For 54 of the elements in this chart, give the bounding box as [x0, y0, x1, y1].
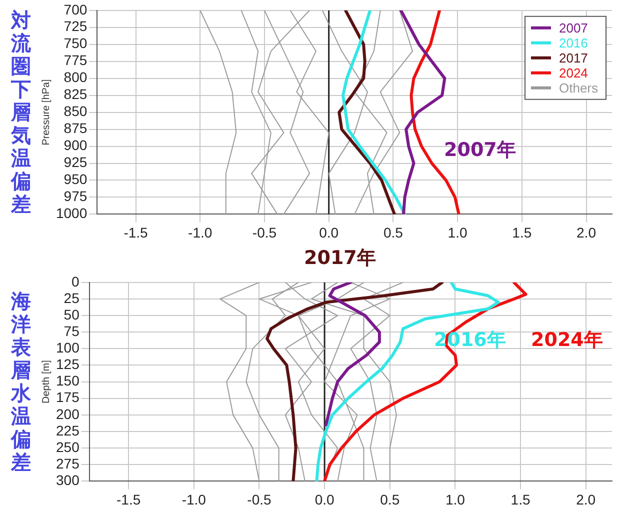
x-tick-label: 1.5	[510, 491, 530, 508]
annotation: 2024年	[531, 328, 603, 353]
y-tick-label: 775	[64, 52, 88, 68]
x-tick-label: -1.5	[116, 491, 141, 508]
y-tick-label: 100	[56, 340, 80, 356]
y-tick-label: 925	[64, 154, 88, 170]
x-tick-label: 2.0	[576, 491, 596, 508]
legend-label: 2007	[558, 20, 588, 36]
legend-label: 2016	[558, 35, 588, 50]
y-tick-label: 875	[64, 120, 88, 136]
y-tick-label: 850	[64, 103, 88, 120]
y-tick-label: 200	[56, 406, 80, 422]
y-tick-label: 0	[72, 273, 80, 290]
legend-label: 2017	[558, 50, 588, 66]
text: 海洋表層水温偏差	[11, 289, 31, 474]
x-tick-label: 0.5	[380, 491, 400, 508]
y-axis-title: Pressure [hPa]	[40, 79, 52, 146]
y-tick-label: 75	[64, 322, 80, 339]
y-tick-label: 50	[64, 306, 80, 322]
legend-label: Others	[558, 80, 598, 96]
x-tick-label: 0.0	[319, 224, 339, 240]
y-tick-label: 750	[64, 35, 88, 52]
text: 2017年	[304, 246, 376, 271]
x-tick-label: -1.0	[182, 491, 206, 508]
y-tick-label: 1000	[56, 205, 88, 222]
x-tick-label: -1.5	[124, 224, 148, 240]
y-tick-label: 125	[56, 356, 80, 372]
y-tick-label: 25	[64, 290, 80, 306]
x-tick-label: -0.5	[252, 224, 277, 240]
x-tick-label: 2.0	[576, 224, 596, 240]
x-tick-label: -0.5	[247, 491, 272, 508]
x-tick-label: 1.0	[445, 491, 466, 508]
y-tick-label: 900	[64, 137, 88, 154]
y-tick-label: 700	[64, 1, 88, 18]
x-tick-label: 0.5	[383, 224, 404, 240]
y-axis-title: Depth [m]	[40, 360, 52, 404]
y-tick-label: 825	[64, 86, 88, 102]
chart-title: 対流圏下層気温偏差	[11, 8, 31, 216]
y-tick-label: 225	[56, 422, 80, 438]
legend-label: 2024	[558, 65, 588, 80]
x-tick-label: -1.0	[188, 224, 212, 240]
x-tick-label: 1.0	[448, 224, 468, 240]
y-tick-label: 250	[56, 438, 80, 455]
y-tick-label: 275	[56, 455, 80, 472]
y-tick-label: 175	[56, 389, 80, 406]
annotation: 2007年	[444, 138, 516, 163]
x-tick-label: 1.5	[512, 224, 532, 240]
y-tick-label: 725	[64, 18, 88, 34]
y-tick-label: 950	[64, 171, 88, 188]
y-tick-label: 150	[56, 372, 80, 389]
x-tick-label: 0.0	[314, 491, 334, 508]
y-tick-label: 300	[56, 472, 80, 488]
y-tick-label: 975	[64, 188, 88, 204]
y-tick-label: 800	[64, 69, 88, 86]
